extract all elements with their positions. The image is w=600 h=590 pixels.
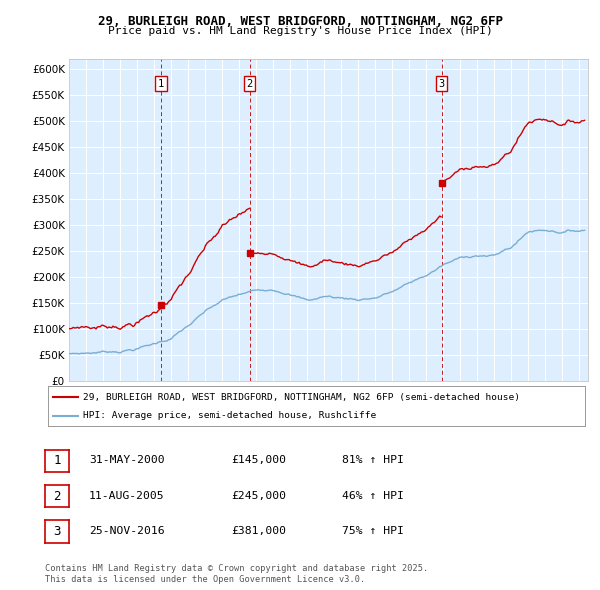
Text: 29, BURLEIGH ROAD, WEST BRIDGFORD, NOTTINGHAM, NG2 6FP: 29, BURLEIGH ROAD, WEST BRIDGFORD, NOTTI…	[97, 15, 503, 28]
Text: £245,000: £245,000	[231, 491, 286, 500]
Text: 81% ↑ HPI: 81% ↑ HPI	[342, 455, 404, 465]
Text: £145,000: £145,000	[231, 455, 286, 465]
Text: Price paid vs. HM Land Registry's House Price Index (HPI): Price paid vs. HM Land Registry's House …	[107, 26, 493, 36]
Text: £381,000: £381,000	[231, 526, 286, 536]
Text: 1: 1	[53, 454, 61, 467]
Text: 2: 2	[53, 490, 61, 503]
Text: 3: 3	[439, 79, 445, 89]
Text: 75% ↑ HPI: 75% ↑ HPI	[342, 526, 404, 536]
Text: 31-MAY-2000: 31-MAY-2000	[89, 455, 164, 465]
Text: 1: 1	[158, 79, 164, 89]
Text: 3: 3	[53, 525, 61, 538]
Text: HPI: Average price, semi-detached house, Rushcliffe: HPI: Average price, semi-detached house,…	[83, 411, 376, 421]
Text: 46% ↑ HPI: 46% ↑ HPI	[342, 491, 404, 500]
Text: 25-NOV-2016: 25-NOV-2016	[89, 526, 164, 536]
Text: 29, BURLEIGH ROAD, WEST BRIDGFORD, NOTTINGHAM, NG2 6FP (semi-detached house): 29, BURLEIGH ROAD, WEST BRIDGFORD, NOTTI…	[83, 392, 520, 402]
Text: 11-AUG-2005: 11-AUG-2005	[89, 491, 164, 500]
Text: Contains HM Land Registry data © Crown copyright and database right 2025.: Contains HM Land Registry data © Crown c…	[45, 565, 428, 573]
Text: This data is licensed under the Open Government Licence v3.0.: This data is licensed under the Open Gov…	[45, 575, 365, 584]
Text: 2: 2	[247, 79, 253, 89]
